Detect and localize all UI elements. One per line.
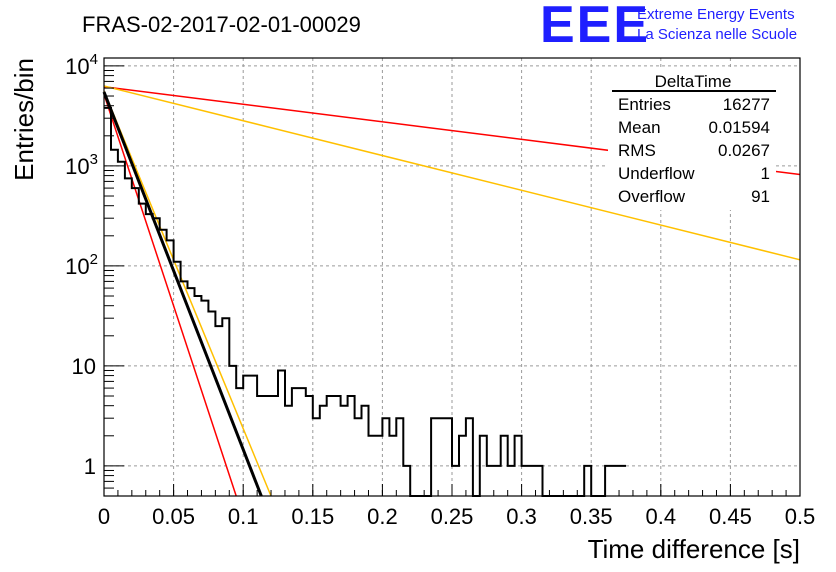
series-line-2 [103,94,237,497]
x-tick-labels: 0 0.05 0.1 0.15 0.2 0.25 0.3 0.35 0.4 0.45 0.5 [98,504,815,529]
histogram-steps [104,106,626,497]
y-tick-label: 104 [65,51,98,79]
x-tick-label: 0.35 [570,504,613,529]
stats-label-overflow: Overflow [618,187,686,206]
chart-title: FRAS-02-2017-02-01-00029 [82,12,361,37]
x-tick-label: 0.5 [785,504,816,529]
series-layer [102,85,801,497]
logo: EEE Extreme Energy Events La Scienza nel… [540,0,797,54]
x-tick-label: 0.3 [506,504,537,529]
x-tick-label: 0.45 [709,504,752,529]
logo-letters: EEE [540,0,650,54]
stats-title: DeltaTime [655,72,732,91]
stats-label-mean: Mean [618,118,661,137]
y-tick-label: 102 [65,251,98,279]
axis-ticks [103,65,801,497]
stats-box-background [608,70,776,210]
histogram-layer [104,106,626,497]
y-tick-label: 1 [84,454,96,479]
x-tick-label: 0.25 [431,504,474,529]
logo-line1: Extreme Energy Events [637,6,795,23]
stats-value-rms: 0.0267 [718,141,770,160]
stats-value-entries: 16277 [723,95,770,114]
stats-value-mean: 0.01594 [709,118,770,137]
x-tick-label: 0.1 [228,504,259,529]
x-tick-label: 0.05 [152,504,195,529]
grid [104,58,800,496]
logo-line2: La Scienza nelle Scuole [637,26,797,43]
series-line-4 [102,91,263,497]
y-tick-labels: 1 10 102 103 104 [65,51,98,479]
stats-label-rms: RMS [618,141,656,160]
series-line-1 [103,85,801,261]
x-tick-label: 0 [98,504,110,529]
stats-box: DeltaTime Entries 16277 Mean 0.01594 RMS… [608,70,776,210]
x-tick-label: 0.2 [367,504,398,529]
x-tick-label: 0.15 [291,504,334,529]
stats-value-underflow: 1 [761,164,770,183]
stats-value-overflow: 91 [751,187,770,206]
stats-label-entries: Entries [618,95,671,114]
y-tick-label: 103 [65,151,98,179]
x-axis-title: Time difference [s] [588,534,800,564]
series-line-3 [103,90,272,497]
stats-label-underflow: Underflow [618,164,695,183]
x-tick-label: 0.4 [646,504,677,529]
y-tick-label: 10 [72,354,96,379]
y-axis-title: Entries/bin [9,58,39,181]
